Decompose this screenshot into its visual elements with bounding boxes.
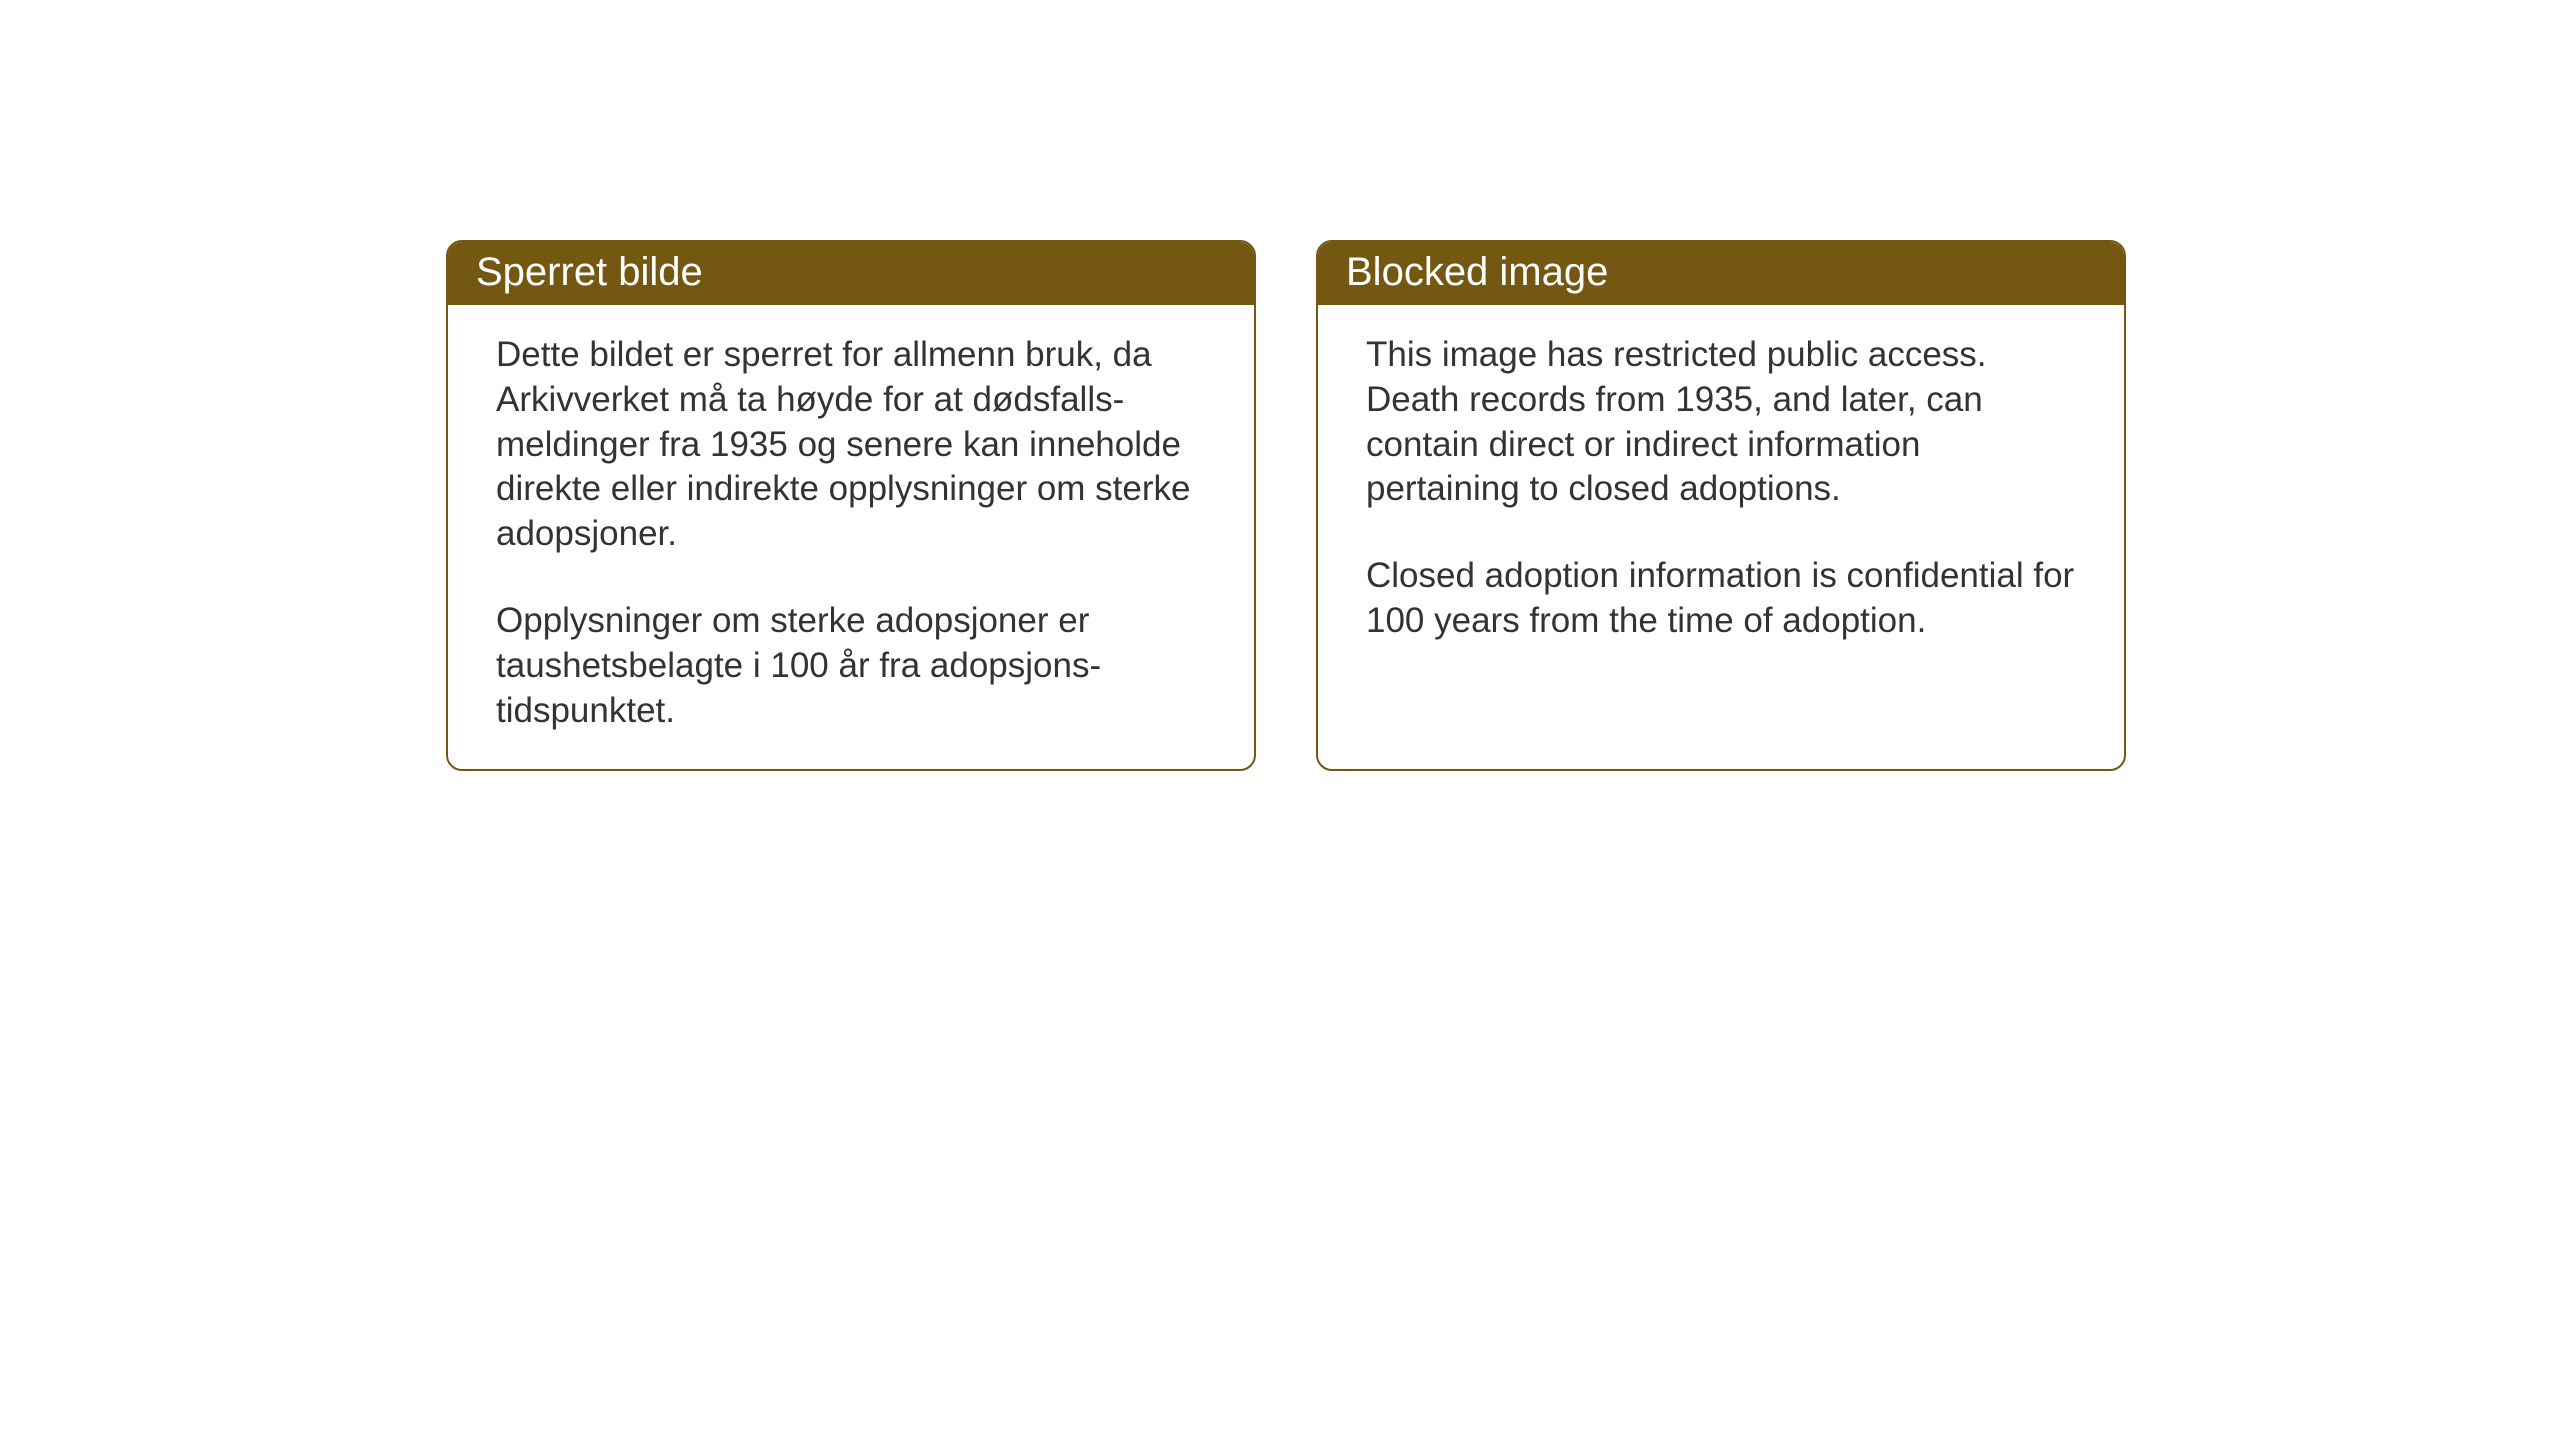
english-paragraph-2: Closed adoption information is confident…: [1366, 554, 2076, 644]
norwegian-paragraph-1: Dette bildet er sperret for allmenn bruk…: [496, 333, 1206, 557]
english-paragraph-1: This image has restricted public access.…: [1366, 333, 2076, 512]
english-card-title: Blocked image: [1346, 250, 1608, 294]
norwegian-card-header: Sperret bilde: [448, 242, 1254, 305]
norwegian-paragraph-2: Opplysninger om sterke adopsjoner er tau…: [496, 599, 1206, 733]
notice-container: Sperret bilde Dette bildet er sperret fo…: [446, 240, 2126, 771]
norwegian-card-title: Sperret bilde: [476, 250, 703, 294]
english-card-body: This image has restricted public access.…: [1318, 305, 2124, 743]
norwegian-notice-card: Sperret bilde Dette bildet er sperret fo…: [446, 240, 1256, 771]
english-notice-card: Blocked image This image has restricted …: [1316, 240, 2126, 771]
norwegian-card-body: Dette bildet er sperret for allmenn bruk…: [448, 305, 1254, 769]
english-card-header: Blocked image: [1318, 242, 2124, 305]
